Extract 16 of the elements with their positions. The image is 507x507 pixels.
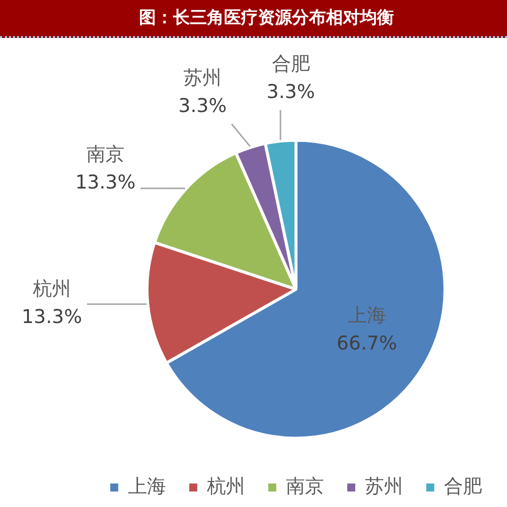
- slice-label: 合肥: [272, 52, 310, 75]
- data-label: 13.3%: [22, 306, 82, 328]
- legend-label: 南京: [286, 475, 324, 498]
- data-label: 13.3%: [75, 171, 136, 194]
- chart-title: 图：长三角医疗资源分布相对均衡: [0, 0, 507, 38]
- slice-label: 杭州: [32, 278, 71, 300]
- legend-label: 杭州: [206, 475, 245, 498]
- slice-label: 南京: [86, 143, 124, 166]
- slice-label: 上海: [348, 304, 386, 326]
- legend-label: 苏州: [364, 475, 403, 498]
- data-label: 3.3%: [266, 80, 315, 103]
- slice-label: 苏州: [184, 66, 222, 89]
- legend-label: 合肥: [444, 475, 482, 498]
- legend-label: 上海: [128, 475, 166, 498]
- data-label: 66.7%: [336, 332, 398, 354]
- data-label: 3.3%: [178, 94, 227, 117]
